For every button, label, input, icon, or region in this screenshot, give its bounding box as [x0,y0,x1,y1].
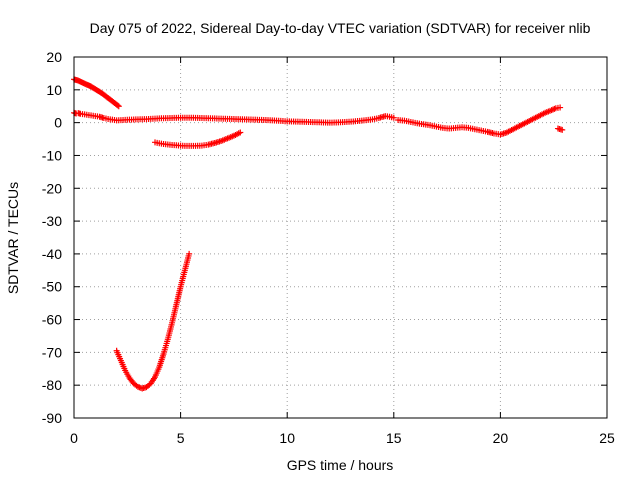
data-point [237,129,244,136]
data-point [557,104,564,111]
data-points [71,76,566,392]
plot-frame [73,56,608,419]
x-tick-label: 5 [177,430,185,446]
y-tick-label: -80 [42,377,62,393]
y-tick-label: -60 [42,312,62,328]
x-tick-label: 20 [493,430,509,446]
data-point [186,250,193,257]
x-tick-label: 10 [279,430,295,446]
data-point [559,126,566,133]
data-point [114,102,121,109]
y-tick-label: -70 [42,344,62,360]
y-tick-label: -30 [42,213,62,229]
y-axis-label: SDTVAR / TECUs [5,182,21,294]
x-tick-label: 0 [70,430,78,446]
y-tick-label: -10 [42,147,62,163]
data-point [115,103,122,110]
x-tick-label: 15 [386,430,402,446]
y-tick-label: 0 [54,115,62,131]
y-tick-label: 10 [46,82,62,98]
x-axis-label: GPS time / hours [287,457,394,473]
grid [74,57,607,418]
chart-title: Day 075 of 2022, Sidereal Day-to-day VTE… [90,20,591,36]
y-tick-label: -40 [42,246,62,262]
axis-ticks: 0 5 10 15 20 25 20 10 0 -10 -20 -30 -40 -50 -60 -70 -80 -… [42,49,615,446]
y-tick-label: 20 [46,49,62,65]
y-tick-label: -50 [42,279,62,295]
data-point [390,114,397,121]
y-tick-label: -20 [42,180,62,196]
y-tick-label: -90 [42,410,62,426]
x-tick-label: 25 [599,430,615,446]
